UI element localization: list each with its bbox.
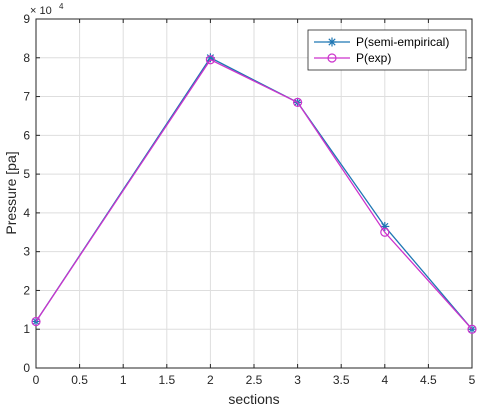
data-point-series-2 (293, 97, 303, 107)
x-tick-label: 2.5 (246, 373, 263, 387)
x-tick-label: 3.5 (333, 373, 350, 387)
data-point-series-2 (467, 324, 477, 334)
y-tick-label: 5 (23, 167, 30, 181)
legend-entries: P(semi-empirical) P(exp) (314, 35, 449, 65)
y-tick-label: 1 (23, 322, 30, 336)
legend: P(semi-empirical) P(exp) (307, 29, 467, 71)
x-axis-title: sections (228, 391, 279, 407)
y-tick-label: 3 (23, 245, 30, 259)
y-exponent-power: 4 (59, 2, 64, 11)
legend-box (307, 29, 467, 71)
y-tick-label: 8 (23, 51, 30, 65)
x-tick-label: 4 (381, 373, 388, 387)
y-tick-label: 7 (23, 90, 30, 104)
data-point-series-2 (31, 316, 41, 327)
x-tick-label: 1 (120, 373, 127, 387)
y-tick-label: 4 (23, 206, 30, 220)
x-tick-label: 5 (469, 373, 476, 387)
x-tick-label: 4.5 (420, 373, 437, 387)
legend-marker-2 (327, 53, 337, 63)
y-tick-label: 0 (23, 361, 30, 375)
legend-label-1: P(semi-empirical) (356, 35, 449, 49)
asterisk-stroke (328, 38, 336, 46)
x-tick-label: 1.5 (158, 373, 175, 387)
y-tick-label: 6 (23, 128, 30, 142)
data-point-series-2 (380, 227, 390, 237)
legend-marker-1 (327, 37, 337, 47)
data-point-series-2 (205, 55, 215, 65)
y-exponent-base: × 10 (30, 5, 52, 17)
series-layer (31, 53, 477, 334)
x-tick-label: 0.5 (71, 373, 88, 387)
axis-ticks: 0 0.5 1 1.5 2 2.5 3 3.5 4 4.5 5 0 1 2 3 4 5 6 7 8 9 (23, 12, 475, 387)
x-tick-label: 0 (33, 373, 40, 387)
y-axis-title: Pressure [pa] (3, 151, 19, 234)
x-tick-label: 2 (207, 373, 214, 387)
y-tick-label: 2 (23, 283, 30, 297)
x-tick-label: 3 (294, 373, 301, 387)
y-tick-label: 9 (23, 12, 30, 26)
series-line-2 (35, 58, 473, 330)
legend-label-2: P(exp) (356, 51, 391, 65)
